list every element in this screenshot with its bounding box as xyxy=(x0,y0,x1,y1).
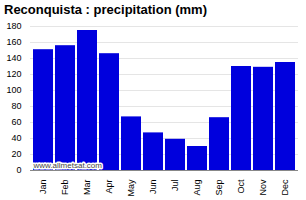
svg-text:Nov: Nov xyxy=(258,179,268,196)
svg-text:Oct: Oct xyxy=(236,179,246,194)
html-text:Reconquista : precipitation (m: Reconquista : precipitation (mm) xyxy=(4,2,207,17)
svg-text:160: 160 xyxy=(6,37,21,47)
svg-text:0: 0 xyxy=(16,165,21,175)
svg-text:Feb: Feb xyxy=(60,180,70,196)
svg-text:www.allmetsat.com: www.allmetsat.com xyxy=(33,161,103,170)
svg-text:Aug: Aug xyxy=(192,180,202,196)
svg-text:180: 180 xyxy=(6,21,21,31)
svg-text:Sep: Sep xyxy=(214,180,224,196)
svg-text:20: 20 xyxy=(11,149,21,159)
svg-text:Jan: Jan xyxy=(38,180,48,195)
svg-text:Jun: Jun xyxy=(148,180,158,195)
svg-text:100: 100 xyxy=(6,85,21,95)
svg-text:Mar: Mar xyxy=(82,179,92,195)
svg-text:120: 120 xyxy=(6,69,21,79)
svg-text:Apr: Apr xyxy=(104,180,114,194)
svg-text:Jul: Jul xyxy=(170,180,180,192)
svg-text:Dec: Dec xyxy=(280,179,290,196)
svg-text:140: 140 xyxy=(6,53,21,63)
svg-text:60: 60 xyxy=(11,117,21,127)
svg-text:May: May xyxy=(126,179,136,197)
svg-text:40: 40 xyxy=(11,133,21,143)
svg-text:80: 80 xyxy=(11,101,21,111)
